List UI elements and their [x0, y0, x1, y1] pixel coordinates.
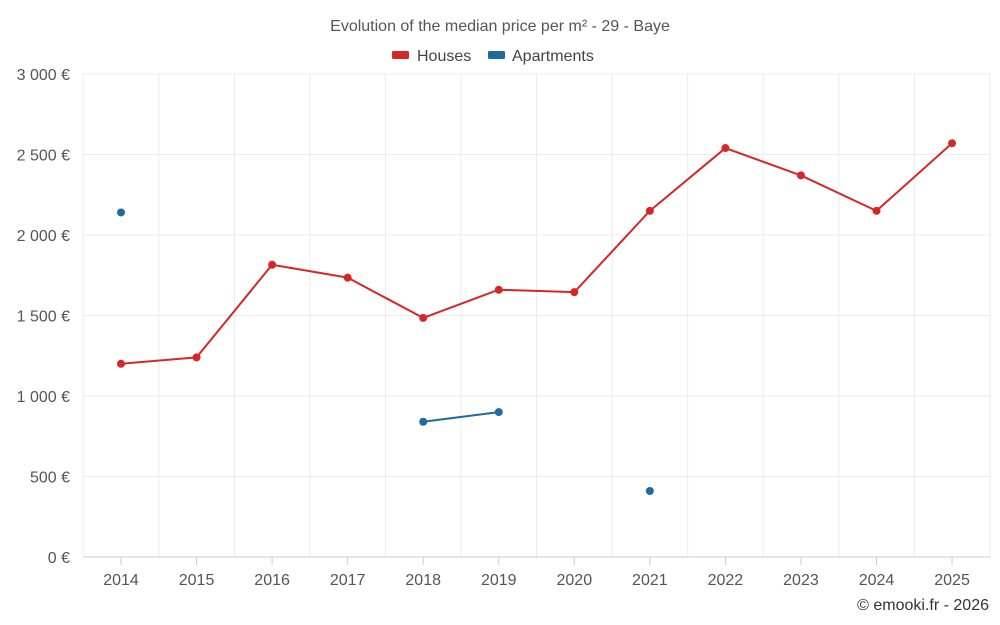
x-tick-label: 2016	[254, 572, 290, 589]
legend[interactable]: Houses Apartments	[392, 48, 594, 65]
x-tick-label: 2021	[632, 572, 668, 589]
x-tick-label: 2025	[934, 572, 970, 589]
credit-text: © emooki.fr - 2026	[857, 597, 989, 614]
legend-label: Apartments	[512, 48, 594, 65]
data-point-apartments-2014[interactable]	[117, 208, 125, 217]
x-tick-label: 2020	[557, 572, 593, 589]
legend-swatch	[488, 51, 505, 59]
y-tick-label: 1 000 €	[17, 389, 70, 406]
y-tick-label: 3 000 €	[17, 67, 70, 84]
series	[117, 139, 957, 495]
legend-swatch	[392, 51, 409, 59]
data-point-houses-2016[interactable]	[268, 260, 277, 269]
data-point-apartments-2018[interactable]	[419, 417, 428, 426]
axes: 0 € 500 € 1 000 € 1 500 € 2 000 € 2 500 € 3 00…	[17, 67, 990, 589]
legend-label: Houses	[417, 48, 471, 65]
data-point-apartments-2021[interactable]	[645, 486, 654, 495]
data-point-houses-2018[interactable]	[419, 313, 428, 322]
data-point-houses-2024[interactable]	[872, 206, 881, 215]
series-line-apartments	[423, 411, 499, 423]
data-point-houses-2025[interactable]	[948, 139, 957, 148]
x-tick-label: 2019	[481, 572, 517, 589]
grid	[82, 73, 991, 557]
data-point-houses-2017[interactable]	[343, 273, 352, 282]
x-tick-label: 2017	[330, 572, 366, 589]
x-tick-label: 2024	[859, 572, 895, 589]
y-tick-label: 0 €	[48, 550, 70, 567]
y-tick-label: 1 500 €	[17, 309, 70, 326]
data-point-houses-2020[interactable]	[570, 288, 579, 297]
legend-item-apartments[interactable]: Apartments	[488, 48, 594, 65]
x-tick-label: 2018	[405, 572, 441, 589]
data-point-houses-2015[interactable]	[192, 353, 201, 362]
x-tick-label: 2022	[708, 572, 744, 589]
series-apartments	[117, 208, 654, 495]
x-tick-label: 2015	[179, 572, 215, 589]
y-tick-label: 2 000 €	[17, 228, 70, 245]
data-point-houses-2021[interactable]	[645, 206, 654, 215]
chart-title: Evolution of the median price per m² - 2…	[330, 18, 670, 35]
x-tick-label: 2023	[783, 572, 819, 589]
data-point-houses-2023[interactable]	[796, 171, 805, 180]
y-tick-label: 2 500 €	[17, 148, 70, 165]
series-houses	[117, 139, 957, 368]
legend-item-houses[interactable]: Houses	[392, 48, 471, 65]
data-point-houses-2022[interactable]	[721, 144, 730, 153]
y-tick-label: 500 €	[30, 470, 70, 487]
data-point-houses-2019[interactable]	[494, 285, 503, 294]
data-point-apartments-2019[interactable]	[494, 408, 503, 417]
series-line-houses	[120, 142, 953, 365]
x-tick-label: 2014	[103, 572, 139, 589]
data-point-houses-2014[interactable]	[117, 359, 125, 368]
